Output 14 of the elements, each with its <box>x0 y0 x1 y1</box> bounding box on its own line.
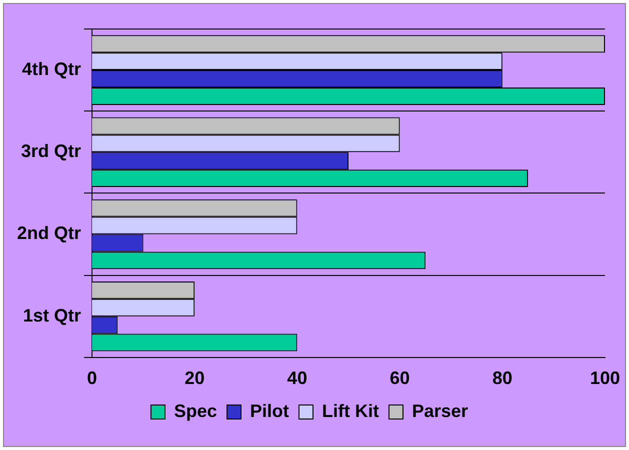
x-tick-label: 80 <box>492 368 512 388</box>
y-tick-label: 1st Qtr <box>22 305 81 326</box>
y-tick-label: 2nd Qtr <box>16 223 81 244</box>
legend-label: Spec <box>174 400 218 421</box>
y-tick-label: 3rd Qtr <box>20 141 81 162</box>
legend-label: Parser <box>412 400 468 421</box>
x-tick-label: 20 <box>184 368 205 388</box>
legend-label: Lift Kit <box>322 400 379 421</box>
y-tick-label: 4th Qtr <box>22 59 81 80</box>
x-tick-label: 40 <box>287 368 308 388</box>
x-tick-label: 60 <box>390 368 410 388</box>
x-tick-label: 0 <box>86 368 98 388</box>
legend-label: Pilot <box>250 400 289 421</box>
x-tick-label: 100 <box>590 368 620 388</box>
